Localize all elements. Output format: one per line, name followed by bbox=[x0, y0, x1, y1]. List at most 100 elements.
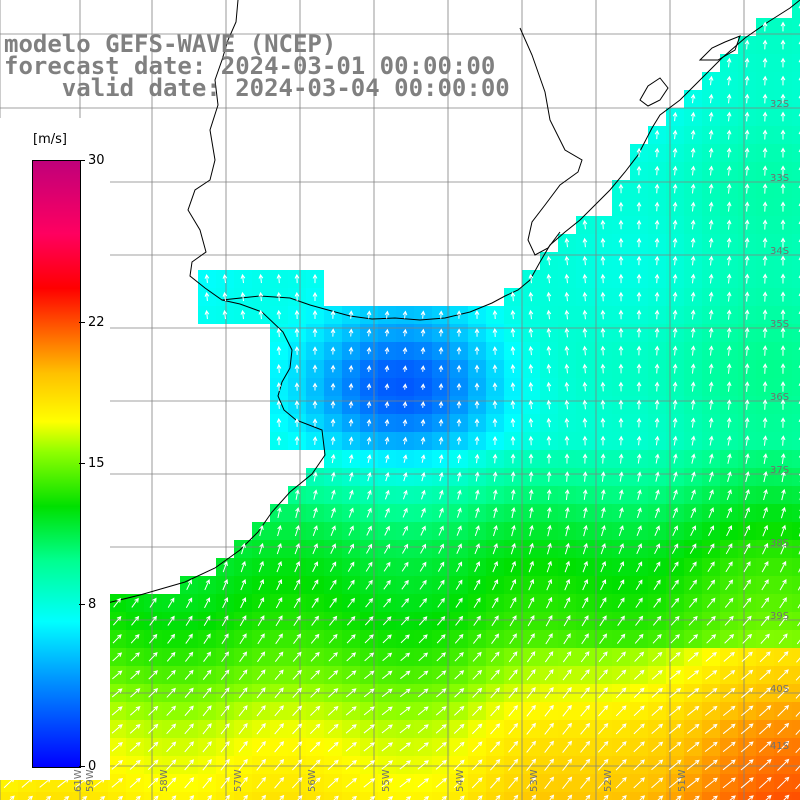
wind-speed-cell bbox=[738, 792, 756, 800]
wind-arrow bbox=[708, 309, 714, 320]
wind-arrow bbox=[240, 291, 246, 302]
wind-arrow bbox=[400, 652, 411, 662]
wind-arrow bbox=[147, 759, 159, 771]
wind-arrow bbox=[795, 783, 800, 790]
wind-arrow bbox=[402, 489, 408, 500]
wind-arrow bbox=[546, 399, 552, 410]
wind-arrow bbox=[600, 327, 606, 338]
wind-arrow bbox=[472, 651, 482, 662]
wind-arrow bbox=[275, 633, 283, 645]
wind-arrow bbox=[672, 525, 679, 537]
wind-speed-cell bbox=[792, 126, 800, 144]
wind-arrow bbox=[546, 560, 552, 573]
wind-arrow bbox=[654, 543, 661, 555]
wind-arrow bbox=[671, 597, 680, 608]
longitude-label: 51W bbox=[677, 769, 688, 792]
wind-arrow bbox=[420, 525, 426, 536]
wind-arrow bbox=[276, 364, 282, 373]
wind-arrow bbox=[780, 542, 787, 555]
wind-arrow bbox=[672, 147, 678, 158]
wind-arrow bbox=[582, 237, 588, 248]
wind-arrow bbox=[510, 542, 516, 555]
wind-arrow bbox=[654, 327, 660, 338]
wind-speed-cell bbox=[792, 0, 800, 18]
wind-arrow bbox=[472, 633, 482, 644]
wind-arrow bbox=[654, 453, 660, 464]
wind-speed-cell bbox=[792, 522, 800, 540]
wind-arrow bbox=[636, 543, 643, 555]
wind-arrow bbox=[562, 686, 572, 699]
wind-arrow bbox=[780, 417, 786, 428]
wind-arrow bbox=[708, 93, 714, 104]
wind-arrow bbox=[527, 615, 535, 627]
wind-speed-cell bbox=[792, 432, 800, 450]
wind-arrow bbox=[760, 633, 770, 644]
wind-arrow bbox=[526, 687, 536, 699]
wind-arrow bbox=[293, 633, 302, 644]
wind-arrow bbox=[311, 615, 319, 626]
wind-arrow bbox=[184, 705, 194, 717]
colorbar-unit: [m/s] bbox=[33, 132, 67, 147]
wind-arrow bbox=[690, 273, 696, 284]
wind-arrow bbox=[780, 129, 786, 140]
wind-arrow bbox=[312, 525, 318, 537]
wind-arrow bbox=[744, 273, 750, 284]
wind-arrow bbox=[690, 255, 696, 266]
wind-arrow bbox=[258, 273, 264, 284]
wind-arrow bbox=[528, 363, 534, 374]
wind-arrow bbox=[636, 399, 642, 410]
wind-speed-cell bbox=[198, 792, 216, 800]
wind-arrow bbox=[741, 651, 753, 663]
wind-arrow bbox=[763, 488, 768, 501]
wind-arrow bbox=[544, 740, 554, 753]
wind-arrow bbox=[456, 525, 462, 536]
wind-arrow bbox=[711, 795, 718, 800]
wind-arrow bbox=[777, 740, 790, 753]
wind-arrow bbox=[741, 669, 754, 680]
wind-arrow bbox=[130, 688, 141, 698]
wind-arrow bbox=[759, 687, 772, 699]
wind-arrow bbox=[381, 724, 393, 734]
wind-arrow bbox=[491, 633, 500, 645]
wind-arrow bbox=[402, 383, 408, 390]
wind-arrow bbox=[437, 561, 445, 572]
wind-arrows bbox=[3, 5, 800, 800]
wind-arrow bbox=[330, 346, 336, 355]
wind-arrow bbox=[240, 309, 246, 320]
wind-arrow bbox=[382, 670, 393, 680]
wind-arrow bbox=[726, 237, 732, 248]
wind-arrow bbox=[129, 777, 141, 788]
wind-arrow bbox=[726, 291, 732, 302]
wind-arrow bbox=[366, 328, 372, 337]
wind-arrow bbox=[418, 634, 428, 644]
wind-arrow bbox=[313, 507, 318, 518]
wind-arrow bbox=[582, 453, 588, 464]
wind-arrow bbox=[438, 364, 444, 373]
wind-arrow bbox=[744, 237, 750, 248]
wind-arrow bbox=[617, 579, 625, 591]
wind-arrow bbox=[129, 741, 141, 752]
wind-arrow bbox=[780, 524, 787, 537]
wind-arrow bbox=[744, 39, 750, 50]
wind-arrow bbox=[744, 506, 750, 519]
wind-arrow bbox=[131, 615, 140, 626]
wind-arrow bbox=[708, 327, 714, 338]
wind-arrow bbox=[492, 328, 498, 337]
wind-arrow bbox=[439, 489, 444, 500]
wind-arrow bbox=[634, 633, 644, 644]
wind-arrow bbox=[189, 795, 195, 800]
wind-arrow bbox=[759, 705, 772, 717]
wind-arrow bbox=[345, 724, 357, 734]
wind-arrow bbox=[113, 597, 122, 608]
wind-arrow bbox=[618, 201, 624, 212]
wind-arrow bbox=[312, 471, 318, 482]
wind-arrow bbox=[546, 578, 553, 591]
wind-arrow bbox=[669, 651, 681, 662]
wind-arrow bbox=[598, 687, 609, 699]
wind-arrow bbox=[456, 346, 462, 355]
longitude-label: 55W bbox=[381, 769, 392, 792]
wind-arrow bbox=[723, 651, 735, 662]
wind-speed-cell bbox=[288, 792, 306, 800]
